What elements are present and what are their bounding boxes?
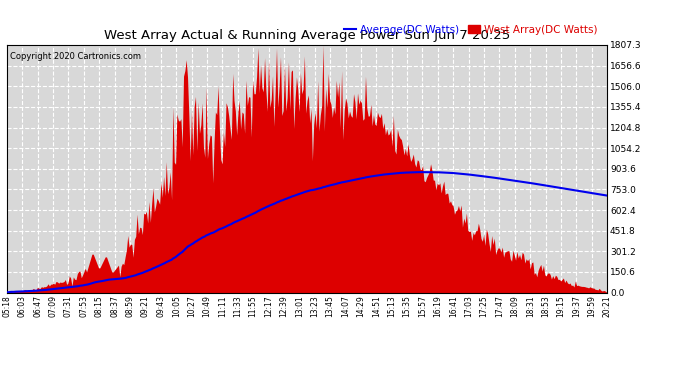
- Legend: Average(DC Watts), West Array(DC Watts): Average(DC Watts), West Array(DC Watts): [339, 21, 602, 39]
- Title: West Array Actual & Running Average Power Sun Jun 7 20:25: West Array Actual & Running Average Powe…: [104, 30, 510, 42]
- Text: Copyright 2020 Cartronics.com: Copyright 2020 Cartronics.com: [10, 53, 141, 62]
